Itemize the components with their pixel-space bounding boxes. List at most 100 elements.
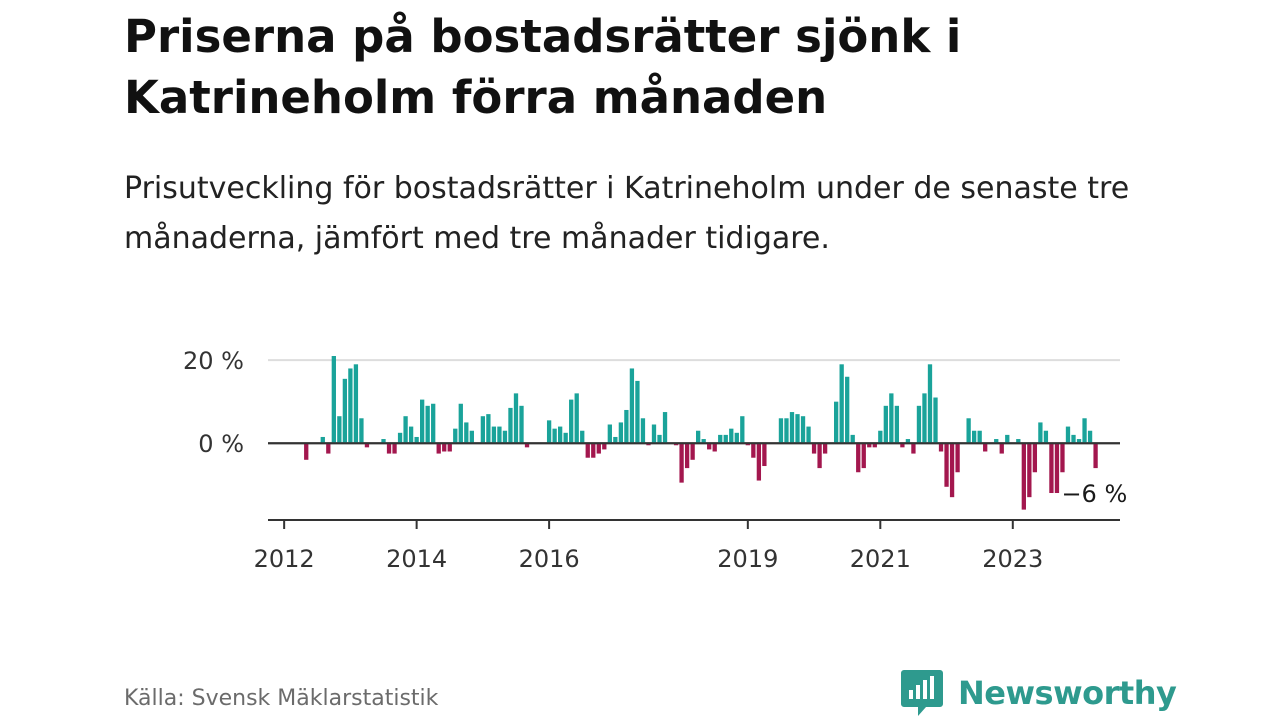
bar [878, 430, 883, 444]
bar [348, 368, 353, 444]
bar [955, 443, 960, 473]
bar [1076, 439, 1082, 444]
y-tick-label: 20 % [183, 347, 244, 375]
bar [524, 443, 530, 448]
source-note: Källa: Svensk Mäklarstatistik [124, 686, 439, 711]
bar [408, 426, 414, 444]
bar [442, 443, 447, 452]
bar [447, 443, 452, 452]
bar [1043, 430, 1049, 444]
bar [596, 443, 601, 454]
bar [800, 416, 806, 444]
bar [1005, 434, 1010, 444]
bar [591, 443, 596, 458]
bar [320, 436, 325, 444]
bar [745, 443, 750, 446]
bar [966, 418, 971, 444]
bar [304, 443, 309, 460]
bar [1032, 443, 1038, 473]
bar [629, 368, 635, 444]
bar [850, 434, 855, 444]
bar [889, 393, 894, 444]
bar [453, 428, 458, 444]
bar [624, 409, 629, 444]
bar [806, 426, 811, 444]
bar [359, 418, 364, 444]
bar [397, 432, 403, 444]
bar [734, 432, 739, 444]
bar [1093, 443, 1098, 469]
x-tick-label: 2014 [386, 545, 447, 573]
bar [552, 428, 557, 444]
bar [900, 443, 905, 448]
bar [883, 405, 888, 444]
bar [585, 443, 590, 458]
bar [911, 443, 916, 454]
bar [707, 443, 712, 450]
bar [491, 426, 497, 444]
bar-chart: 0 % 20 % 2012 2014 2016 2019 2021 2023 −6 % [183, 347, 1127, 573]
bar [342, 378, 348, 444]
bar [723, 434, 728, 444]
bar [464, 422, 469, 444]
x-tick-label: 2019 [717, 545, 778, 573]
bar [326, 443, 331, 454]
last-value-annotation: −6 % [1061, 480, 1127, 508]
bar [839, 364, 844, 444]
bar [927, 364, 933, 444]
bar [856, 443, 861, 473]
bar [546, 420, 552, 444]
bar [469, 430, 474, 444]
bar [894, 405, 900, 444]
bar [673, 443, 679, 446]
bar [905, 439, 911, 444]
bar [933, 397, 938, 444]
bar [508, 407, 513, 444]
bar [983, 443, 988, 452]
bar [458, 403, 463, 444]
bar [789, 412, 795, 444]
bar [563, 432, 568, 444]
bar [718, 434, 723, 444]
bar [635, 380, 640, 444]
bar [613, 436, 618, 444]
bar [712, 443, 717, 452]
bar [922, 393, 927, 444]
bar [436, 443, 441, 454]
bar [480, 416, 486, 444]
bar [679, 443, 684, 483]
bar [1082, 418, 1087, 444]
bar [1027, 443, 1032, 498]
bar [845, 376, 850, 444]
bar [994, 439, 999, 444]
bar [916, 405, 922, 444]
chart-title: Priserna på bostadsrätter sjönk i Katrin… [124, 10, 962, 124]
bar [938, 443, 944, 452]
bar [1016, 439, 1021, 444]
bar [486, 414, 491, 444]
bar [834, 401, 839, 444]
bar [811, 443, 817, 454]
bar [756, 443, 762, 481]
bar [657, 434, 662, 444]
bar [497, 426, 502, 444]
bar [618, 422, 624, 444]
y-tick-label: 0 % [198, 430, 244, 458]
bar [949, 443, 955, 498]
bar [646, 443, 651, 446]
bar [1021, 443, 1026, 510]
bar [999, 443, 1004, 454]
bar [751, 443, 756, 458]
bar [414, 436, 419, 444]
bar [662, 412, 668, 444]
bar [386, 443, 392, 454]
bar [690, 443, 695, 460]
newsworthy-logo: Newsworthy [900, 668, 1177, 718]
bar [513, 393, 519, 444]
bar [696, 430, 701, 444]
bar [569, 399, 574, 444]
bar [972, 430, 977, 444]
bar [795, 414, 800, 444]
bar [817, 443, 822, 469]
bar [519, 405, 524, 444]
